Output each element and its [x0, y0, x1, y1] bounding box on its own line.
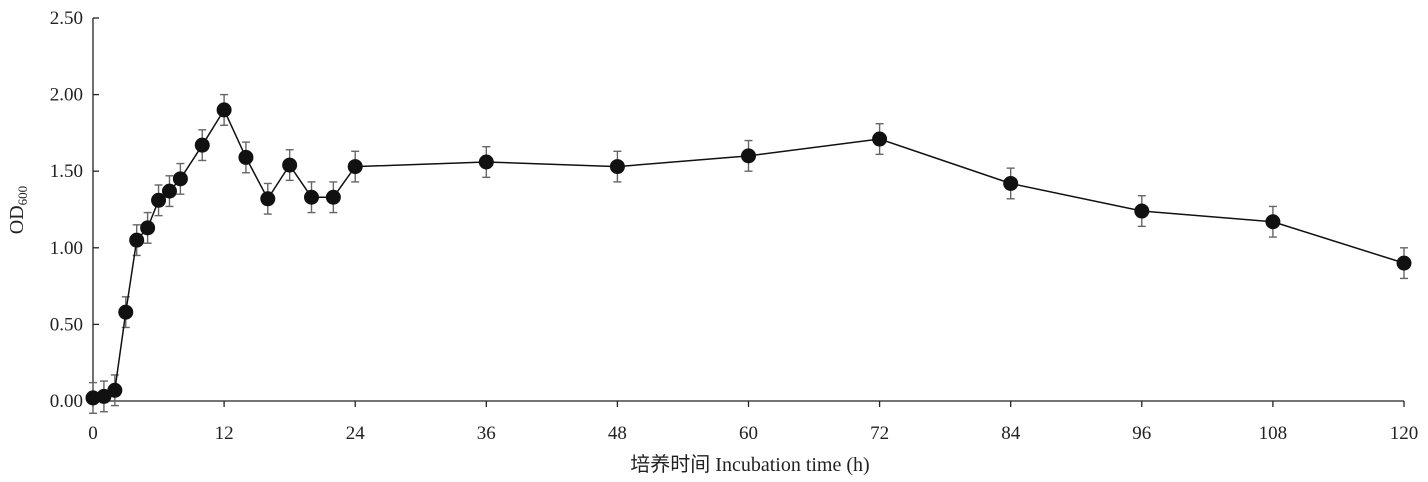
x-tick-label: 48 [608, 423, 627, 444]
data-point [194, 137, 210, 153]
data-point [609, 159, 625, 175]
y-tick-label: 2.50 [50, 8, 83, 29]
data-point [129, 232, 145, 248]
y-tick-label: 0.00 [50, 391, 83, 412]
axes [92, 18, 1404, 402]
y-axis-title-main: OD [6, 205, 28, 234]
data-point [151, 192, 167, 208]
data-point [260, 191, 276, 207]
data-point [107, 382, 123, 398]
x-tick-label: 72 [870, 423, 889, 444]
data-point [872, 131, 888, 147]
x-tick-label: 108 [1259, 423, 1288, 444]
data-point [85, 390, 101, 406]
x-tick-label: 0 [88, 423, 98, 444]
data-points [85, 102, 1412, 406]
x-tick-label: 96 [1132, 423, 1151, 444]
data-point [118, 304, 134, 320]
y-axis-title-subscript: 600 [15, 186, 30, 206]
x-tick-label: 120 [1390, 423, 1419, 444]
data-point [347, 159, 363, 175]
data-point [161, 183, 177, 199]
x-tick-label: 36 [477, 423, 496, 444]
data-point [304, 189, 319, 205]
y-tick-label: 1.50 [50, 161, 83, 182]
data-point [741, 148, 756, 164]
data-point [216, 102, 232, 118]
data-point [96, 388, 112, 404]
data-point [325, 189, 341, 205]
data-point [172, 171, 188, 187]
x-tick-label: 60 [739, 423, 758, 444]
error-bars [89, 93, 1408, 414]
x-tick-label: 12 [215, 423, 234, 444]
y-tick-label: 1.00 [50, 238, 83, 259]
x-tick-label: 84 [1001, 423, 1021, 444]
data-point [282, 157, 298, 173]
x-ticks: 0 12 24 36 48 60 72 84 96 108 120 [88, 401, 1418, 444]
y-axis-title: OD600 [6, 186, 30, 234]
data-point [478, 154, 494, 170]
x-tick-label: 24 [346, 423, 366, 444]
data-point [238, 149, 254, 165]
y-ticks: 0.00 0.50 1.00 1.50 2.00 2.50 [50, 8, 99, 412]
data-point [1134, 203, 1150, 219]
x-axis-title: 培养时间 Incubation time (h) [630, 453, 869, 476]
y-tick-label: 2.00 [50, 85, 83, 106]
data-point [1265, 214, 1281, 230]
y-tick-label: 0.50 [50, 314, 83, 335]
data-point [1396, 255, 1412, 271]
data-point [140, 220, 156, 236]
data-point [1003, 175, 1019, 191]
